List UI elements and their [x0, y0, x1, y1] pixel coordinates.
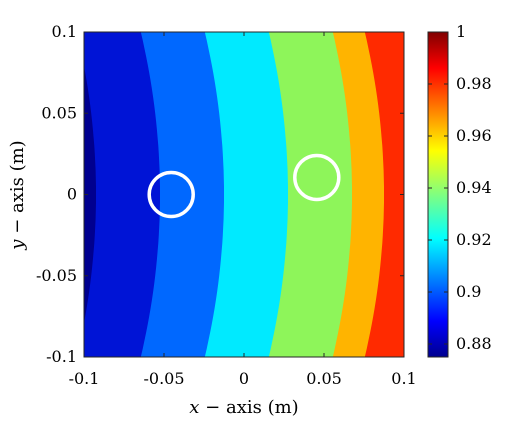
y-tick-label: -0.1: [46, 347, 77, 366]
y-axis: 0.1 0.05 0 -0.05 -0.1: [36, 22, 404, 366]
colorbar-frame: [427, 31, 449, 358]
circle-markers: [147, 153, 341, 219]
colorbar-tick-label: 1: [456, 22, 466, 41]
colorbar-tick-label: 0.96: [456, 126, 492, 145]
x-axis: -0.1 -0.05 0 0.05 0.1: [69, 32, 417, 388]
x-tick-label: 0: [239, 369, 249, 388]
colorbar-ticks: 1 0.98 0.96 0.94 0.92 0.9 0.88: [428, 22, 492, 353]
circle-marker-1: [147, 170, 195, 219]
y-tick-label: -0.05: [36, 266, 77, 285]
colorbar-tick-label: 0.92: [456, 230, 492, 249]
y-tick-label: 0.05: [41, 103, 77, 122]
colorbar-tick-label: 0.9: [456, 282, 481, 301]
circle-marker-2: [293, 153, 341, 202]
x-tick-label: -0.1: [69, 369, 100, 388]
contour-band-6: [364, 32, 404, 357]
x-tick-label: 0.05: [306, 369, 342, 388]
x-axis-label: x − axis (m): [189, 397, 298, 418]
y-tick-label: 0.1: [52, 22, 77, 41]
x-tick-label: -0.05: [143, 369, 184, 388]
colorbar-tick-label: 0.94: [456, 178, 492, 197]
y-tick-label: 0: [67, 185, 77, 204]
colorbar-tick-label: 0.98: [456, 74, 492, 93]
y-axis-label: y − axis (m): [7, 140, 28, 250]
x-tick-label: 0.1: [391, 369, 416, 388]
colorbar: [428, 32, 448, 357]
colorbar-tick-label: 0.88: [456, 334, 492, 353]
